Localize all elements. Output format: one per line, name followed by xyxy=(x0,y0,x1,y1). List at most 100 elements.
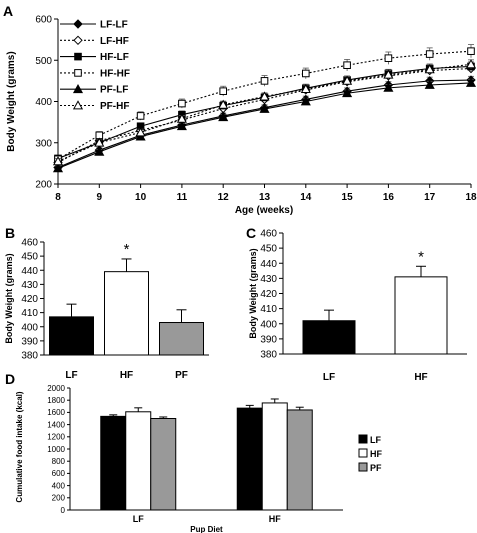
data-point xyxy=(343,61,351,70)
legend-label: HF-LF xyxy=(100,52,129,63)
x-tick-label: 15 xyxy=(342,192,354,203)
x-tick-label: LF xyxy=(133,514,144,524)
y-tick-label: 440 xyxy=(260,259,277,270)
x-tick-label: PF xyxy=(175,370,188,381)
bar-pf xyxy=(286,409,313,511)
legend-marker xyxy=(74,69,82,77)
panel-c-letter: C xyxy=(246,225,256,241)
y-tick-label: 390 xyxy=(260,334,277,345)
y-axis-label: Cumulative food intake (kcal) xyxy=(15,391,24,502)
y-tick-label: 420 xyxy=(260,289,277,300)
y-tick-label: 450 xyxy=(21,252,38,263)
y-tick-label: 460 xyxy=(21,238,38,249)
data-point xyxy=(260,77,269,85)
y-tick-label: 200 xyxy=(52,494,66,503)
data-point xyxy=(424,64,435,74)
data-point xyxy=(52,163,64,173)
y-tick-label: 410 xyxy=(260,304,277,315)
y-tick-label: 800 xyxy=(52,457,66,466)
y-tick-label: 1200 xyxy=(47,433,65,442)
legend-swatch xyxy=(358,434,368,444)
y-tick-label: 380 xyxy=(260,350,277,361)
data-point xyxy=(176,121,187,131)
data-point xyxy=(384,54,393,62)
x-axis-label: Pup Diet xyxy=(190,525,223,533)
legend-label: PF-LF xyxy=(100,85,128,96)
data-point xyxy=(94,137,105,147)
bar-hf xyxy=(104,271,149,356)
significance-marker: * xyxy=(418,248,424,265)
bar-hf xyxy=(125,411,152,511)
legend-label: PF xyxy=(370,463,382,473)
y-tick-label: 300 xyxy=(35,138,52,149)
data-point xyxy=(300,96,311,106)
legend: LF-LF LF-HF HF-LF HF-HF PF-LF PF-HF xyxy=(60,19,130,112)
data-point xyxy=(176,113,187,123)
y-tick-label: 410 xyxy=(21,308,38,319)
y-tick-label: 1000 xyxy=(47,445,65,454)
x-tick-label: 9 xyxy=(97,192,103,203)
data-point xyxy=(302,69,310,78)
legend-label: PF-HF xyxy=(100,101,129,112)
bar-lf xyxy=(236,407,263,511)
x-tick-label: HF xyxy=(269,514,281,524)
x-axis-label: Age (weeks) xyxy=(235,205,293,216)
panel-d: D 0 200 400 600 800 1000 1200 1400 1600 1800 2000 C… xyxy=(5,371,382,533)
y-axis-label: Body Weight (grams) xyxy=(248,248,258,338)
bar-hf xyxy=(394,276,448,355)
y-tick-label: 430 xyxy=(260,274,277,285)
data-point xyxy=(342,88,353,98)
data-point xyxy=(52,156,64,166)
y-tick-label: 600 xyxy=(35,15,52,26)
legend-marker xyxy=(72,100,84,110)
y-tick-label: 1400 xyxy=(47,420,65,429)
panel-a: A 200 300 400 500 600 8 9 10 11 12 13 14 15 16 17 18 Age… xyxy=(3,3,477,216)
bar-pf xyxy=(150,418,177,511)
y-tick-label: 380 xyxy=(21,351,38,362)
data-point xyxy=(136,112,145,120)
data-point xyxy=(218,111,229,122)
legend-marker xyxy=(72,83,84,94)
y-tick-label: 400 xyxy=(52,481,66,490)
x-tick-label: HF xyxy=(414,372,427,383)
data-point xyxy=(300,83,311,94)
y-tick-label: 200 xyxy=(35,180,52,191)
data-point xyxy=(465,77,477,87)
data-point xyxy=(383,82,394,92)
x-tick-label: LF xyxy=(323,372,335,383)
y-tick-label: 1800 xyxy=(47,396,65,405)
series-line xyxy=(57,50,472,160)
data-point xyxy=(424,79,435,89)
y-tick-label: 0 xyxy=(61,506,66,515)
panel-b: B 380 390 400 410 420 430 440 450 460 Body Weight… xyxy=(4,225,209,381)
y-tick-label: 440 xyxy=(21,266,38,277)
legend-marker xyxy=(73,35,83,46)
y-tick-label: 500 xyxy=(35,56,52,67)
y-tick-label: 400 xyxy=(260,319,277,330)
panel-a-letter: A xyxy=(3,3,13,19)
bar-hf xyxy=(261,402,288,511)
data-point xyxy=(135,127,146,137)
data-point xyxy=(342,75,353,85)
significance-marker: * xyxy=(124,241,130,258)
legend: LF HF PF xyxy=(358,434,382,473)
x-tick-label: 8 xyxy=(55,192,61,203)
bar-lf xyxy=(302,320,356,355)
y-tick-label: 600 xyxy=(52,469,66,478)
legend-marker xyxy=(73,19,83,29)
y-tick-label: 400 xyxy=(21,322,38,333)
y-tick-label: 460 xyxy=(260,229,277,240)
legend-marker xyxy=(74,52,82,61)
legend-label: LF-LF xyxy=(100,20,128,31)
data-point xyxy=(465,59,477,69)
x-tick-label: 11 xyxy=(177,192,188,203)
legend-label: LF xyxy=(370,435,381,445)
legend-label: LF-HF xyxy=(100,36,129,47)
y-axis-label: Body Weight (grams) xyxy=(4,253,14,343)
data-point xyxy=(259,103,270,113)
x-tick-label: 16 xyxy=(383,192,395,203)
panel-b-letter: B xyxy=(5,225,15,241)
data-point xyxy=(178,99,186,108)
